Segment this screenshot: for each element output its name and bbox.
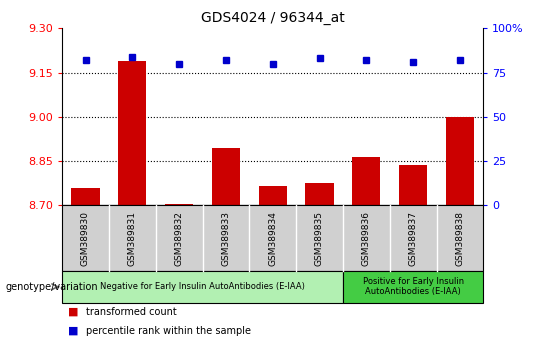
Text: Positive for Early Insulin
AutoAntibodies (E-IAA): Positive for Early Insulin AutoAntibodie… xyxy=(362,277,464,296)
Bar xyxy=(212,148,240,205)
Text: GSM389830: GSM389830 xyxy=(81,211,90,266)
Text: GSM389831: GSM389831 xyxy=(128,211,137,266)
Text: GSM389835: GSM389835 xyxy=(315,211,324,266)
Bar xyxy=(71,188,99,205)
Bar xyxy=(399,165,427,205)
Text: GSM389834: GSM389834 xyxy=(268,211,277,266)
Text: GSM389832: GSM389832 xyxy=(174,211,184,266)
Text: GSM389838: GSM389838 xyxy=(455,211,464,266)
Bar xyxy=(259,186,287,205)
Text: ■: ■ xyxy=(68,307,78,316)
Bar xyxy=(118,61,146,205)
Text: GSM389837: GSM389837 xyxy=(409,211,417,266)
Text: ■: ■ xyxy=(68,326,78,336)
Text: percentile rank within the sample: percentile rank within the sample xyxy=(86,326,252,336)
Bar xyxy=(165,204,193,205)
Title: GDS4024 / 96344_at: GDS4024 / 96344_at xyxy=(201,11,345,24)
Text: genotype/variation: genotype/variation xyxy=(5,282,98,292)
Text: Negative for Early Insulin AutoAntibodies (E-IAA): Negative for Early Insulin AutoAntibodie… xyxy=(100,282,305,291)
Text: GSM389833: GSM389833 xyxy=(221,211,231,266)
Text: GSM389836: GSM389836 xyxy=(362,211,371,266)
Bar xyxy=(446,117,474,205)
Bar xyxy=(306,183,334,205)
Text: transformed count: transformed count xyxy=(86,307,177,316)
Bar xyxy=(352,157,380,205)
